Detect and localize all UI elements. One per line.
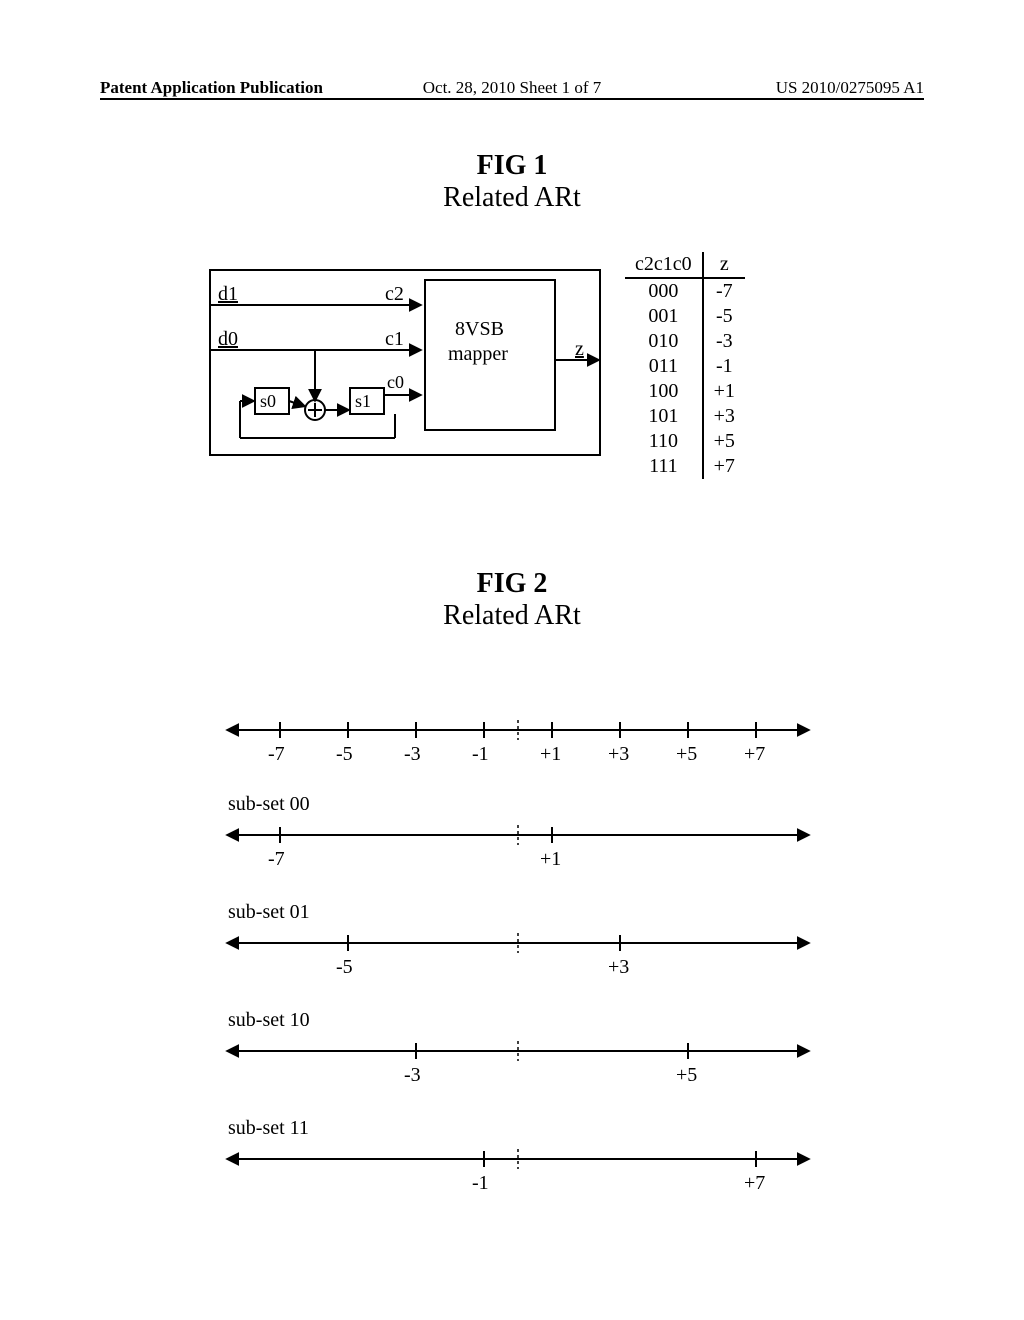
svg-text:+3: +3 [608, 743, 629, 765]
svg-text:+7: +7 [744, 1172, 765, 1194]
header-center: Oct. 28, 2010 Sheet 1 of 7 [423, 78, 601, 98]
table-head-z: z [703, 252, 745, 278]
svg-text:-5: -5 [336, 956, 353, 978]
label-z: z [575, 338, 584, 360]
table-head-code: c2c1c0 [625, 252, 703, 278]
label-c2: c2 [385, 283, 404, 305]
subset-01: sub-set 01 -5 +3 [228, 901, 808, 978]
label-s1: s1 [355, 391, 371, 411]
subset-11: sub-set 11 -1 +7 [228, 1117, 808, 1194]
table-row: 011-1 [625, 354, 745, 379]
mapping-table: c2c1c0 z 000-7 001-5 010-3 011-1 100+1 1… [625, 252, 745, 479]
header-right: US 2010/0275095 A1 [776, 78, 924, 98]
svg-text:-1: -1 [472, 743, 489, 765]
svg-text:+1: +1 [540, 848, 561, 870]
fig2-subtitle: Related ARt [0, 600, 1024, 632]
svg-text:sub-set 11: sub-set 11 [228, 1117, 309, 1139]
svg-text:+5: +5 [676, 743, 697, 765]
label-c1: c1 [385, 328, 404, 350]
table-row: 001-5 [625, 304, 745, 329]
fig2-title-block: FIG 2 Related ARt [0, 568, 1024, 632]
svg-text:-7: -7 [268, 848, 285, 870]
svg-text:sub-set 01: sub-set 01 [228, 901, 310, 923]
svg-text:-3: -3 [404, 743, 421, 765]
subset-10: sub-set 10 -3 +5 [228, 1009, 808, 1086]
svg-text:sub-set 10: sub-set 10 [228, 1009, 310, 1031]
svg-text:+7: +7 [744, 743, 765, 765]
table-row: 110+5 [625, 429, 745, 454]
label-s0: s0 [260, 391, 276, 411]
fig2-diagram: -7 -5 -3 -1 +1 +3 +5 +7 sub-set 00 -7 +1… [208, 700, 828, 1260]
fig1-subtitle: Related ARt [0, 182, 1024, 214]
main-axis: -7 -5 -3 -1 +1 +3 +5 +7 [228, 720, 808, 765]
fig1-diagram: d1 c2 d0 c1 s0 s1 c0 8VSB mapper z [200, 260, 900, 490]
table-row: 111+7 [625, 454, 745, 479]
table-row: 101+3 [625, 404, 745, 429]
svg-text:-7: -7 [268, 743, 285, 765]
svg-text:-3: -3 [404, 1064, 421, 1086]
fig1-title-block: FIG 1 Related ARt [0, 150, 1024, 214]
svg-text:-5: -5 [336, 743, 353, 765]
fig2-title: FIG 2 [0, 568, 1024, 600]
subset-00: sub-set 00 -7 +1 [228, 793, 808, 870]
page-header: Patent Application Publication Oct. 28, … [0, 78, 1024, 98]
label-d1: d1 [218, 283, 238, 305]
svg-text:+3: +3 [608, 956, 629, 978]
label-d0: d0 [218, 328, 238, 350]
label-mapper-bottom: mapper [448, 343, 508, 365]
svg-text:sub-set 00: sub-set 00 [228, 793, 310, 815]
label-mapper-top: 8VSB [455, 318, 504, 340]
header-left: Patent Application Publication [100, 78, 323, 98]
table-row: 010-3 [625, 329, 745, 354]
svg-text:-1: -1 [472, 1172, 489, 1194]
svg-text:+1: +1 [540, 743, 561, 765]
table-row: 100+1 [625, 379, 745, 404]
svg-text:+5: +5 [676, 1064, 697, 1086]
table-row: 000-7 [625, 278, 745, 304]
header-rule [100, 98, 924, 100]
fig1-title: FIG 1 [0, 150, 1024, 182]
label-c0: c0 [387, 372, 404, 392]
